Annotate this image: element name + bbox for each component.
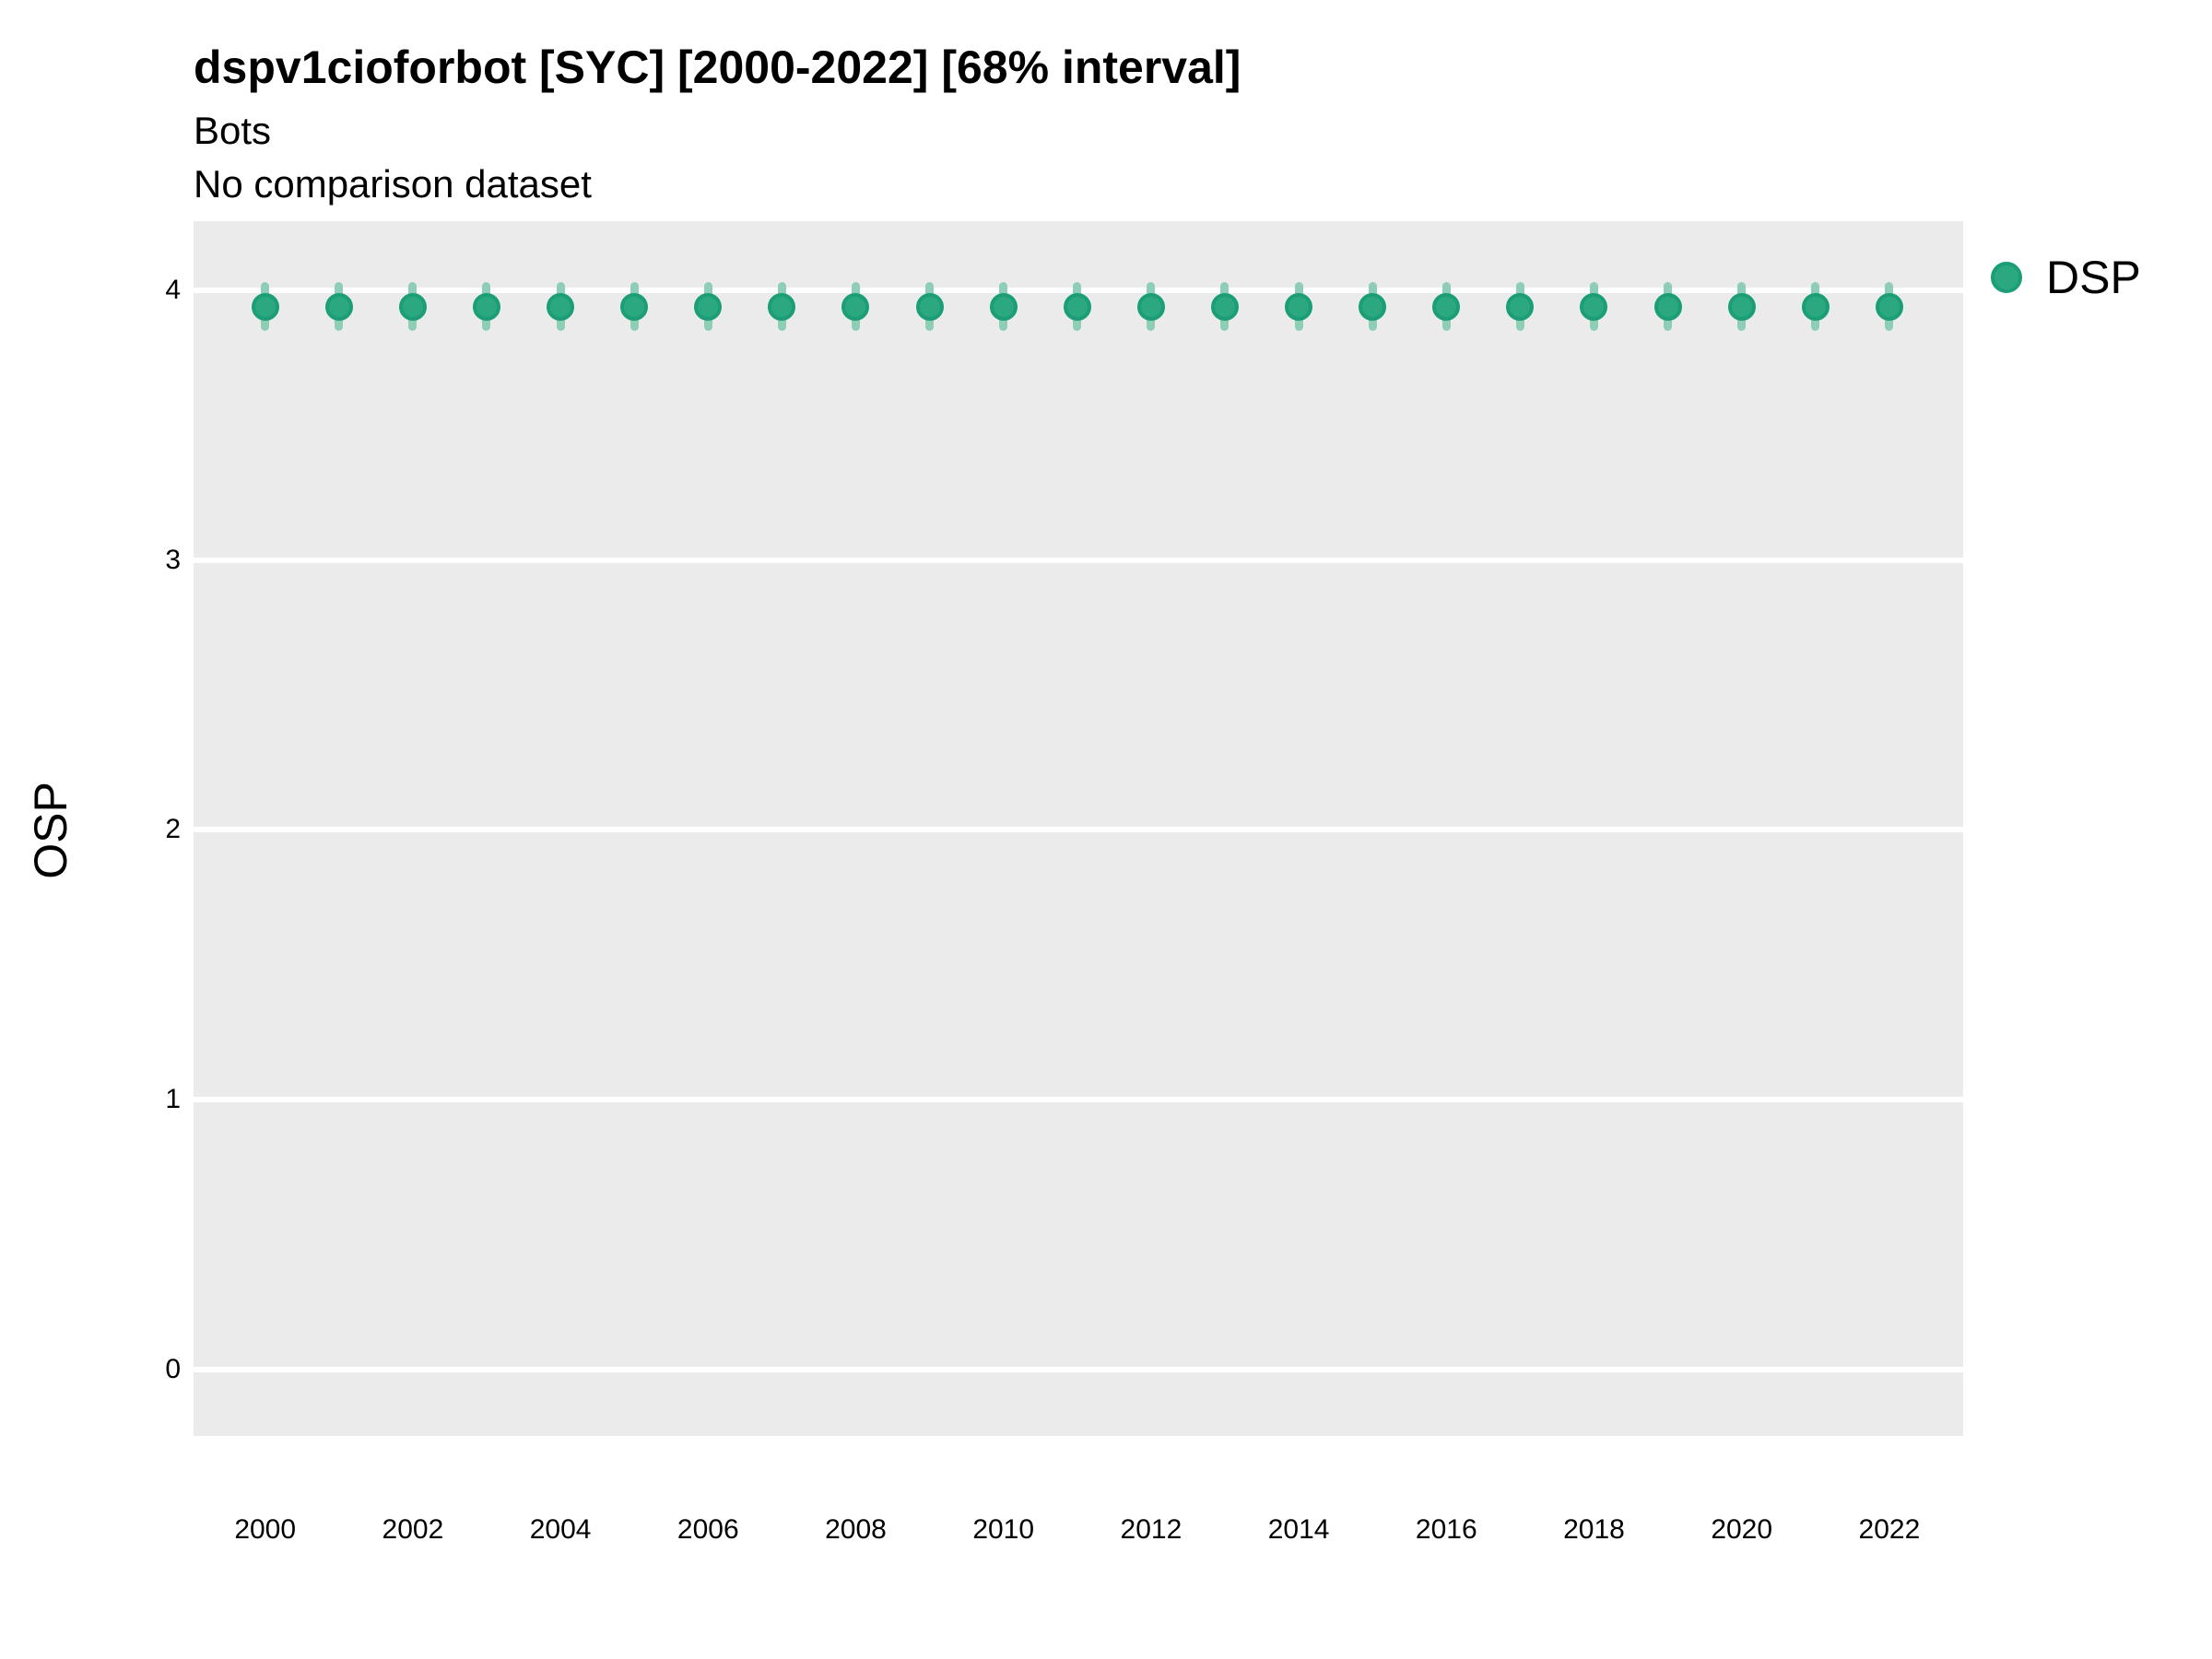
data-point-2016: [1432, 292, 1461, 321]
data-point-2021: [1801, 292, 1830, 321]
gridline-y-1: [194, 1097, 1963, 1103]
data-point-2000: [251, 292, 279, 321]
data-point-2004: [547, 292, 575, 321]
y-tick-label: 1: [165, 1084, 181, 1115]
data-point-2009: [915, 292, 944, 321]
data-point-2001: [324, 292, 353, 321]
data-point-2019: [1653, 292, 1682, 321]
chart-subtitle: Bots: [194, 109, 272, 152]
legend-marker-dsp: [1991, 262, 2022, 293]
gridline-y-2: [194, 827, 1963, 833]
y-tick-label: 2: [165, 814, 181, 845]
data-point-2007: [768, 292, 796, 321]
legend: DSP: [1991, 254, 2141, 300]
x-tick-label: 2008: [825, 1514, 887, 1545]
x-tick-label: 2002: [382, 1514, 444, 1545]
gridline-y-0: [194, 1366, 1963, 1372]
data-point-2011: [1063, 292, 1091, 321]
y-tick-label: 4: [165, 274, 181, 305]
y-tick-label: 3: [165, 544, 181, 575]
data-point-2005: [620, 292, 649, 321]
data-point-2012: [1136, 292, 1165, 321]
data-point-2014: [1285, 292, 1313, 321]
gridline-y-3: [194, 557, 1963, 563]
chart-caption: No comparison dataset: [194, 162, 592, 206]
data-point-2010: [989, 292, 1018, 321]
y-tick-label: 0: [165, 1353, 181, 1384]
data-point-2008: [841, 292, 870, 321]
data-point-2015: [1359, 292, 1387, 321]
x-tick-label: 2016: [1415, 1514, 1477, 1545]
data-point-2002: [398, 292, 427, 321]
y-axis-title: OSP: [25, 782, 76, 879]
x-tick-label: 2006: [677, 1514, 739, 1545]
chart-title: dspv1cioforbot [SYC] [2000-2022] [68% in…: [194, 41, 1241, 93]
x-tick-label: 2012: [1120, 1514, 1182, 1545]
plot-panel: [194, 221, 1963, 1436]
data-point-2003: [472, 292, 500, 321]
x-tick-label: 2022: [1858, 1514, 1921, 1545]
legend-label-dsp: DSP: [2046, 252, 2141, 303]
data-point-2018: [1580, 292, 1608, 321]
data-point-2022: [1875, 292, 1903, 321]
x-tick-label: 2000: [234, 1514, 297, 1545]
x-tick-label: 2010: [972, 1514, 1035, 1545]
data-point-2017: [1506, 292, 1535, 321]
data-point-2013: [1210, 292, 1239, 321]
x-tick-label: 2014: [1267, 1514, 1330, 1545]
x-tick-label: 2004: [529, 1514, 592, 1545]
data-point-2020: [1727, 292, 1756, 321]
x-tick-label: 2018: [1563, 1514, 1625, 1545]
x-tick-label: 2020: [1711, 1514, 1773, 1545]
data-point-2006: [694, 292, 723, 321]
